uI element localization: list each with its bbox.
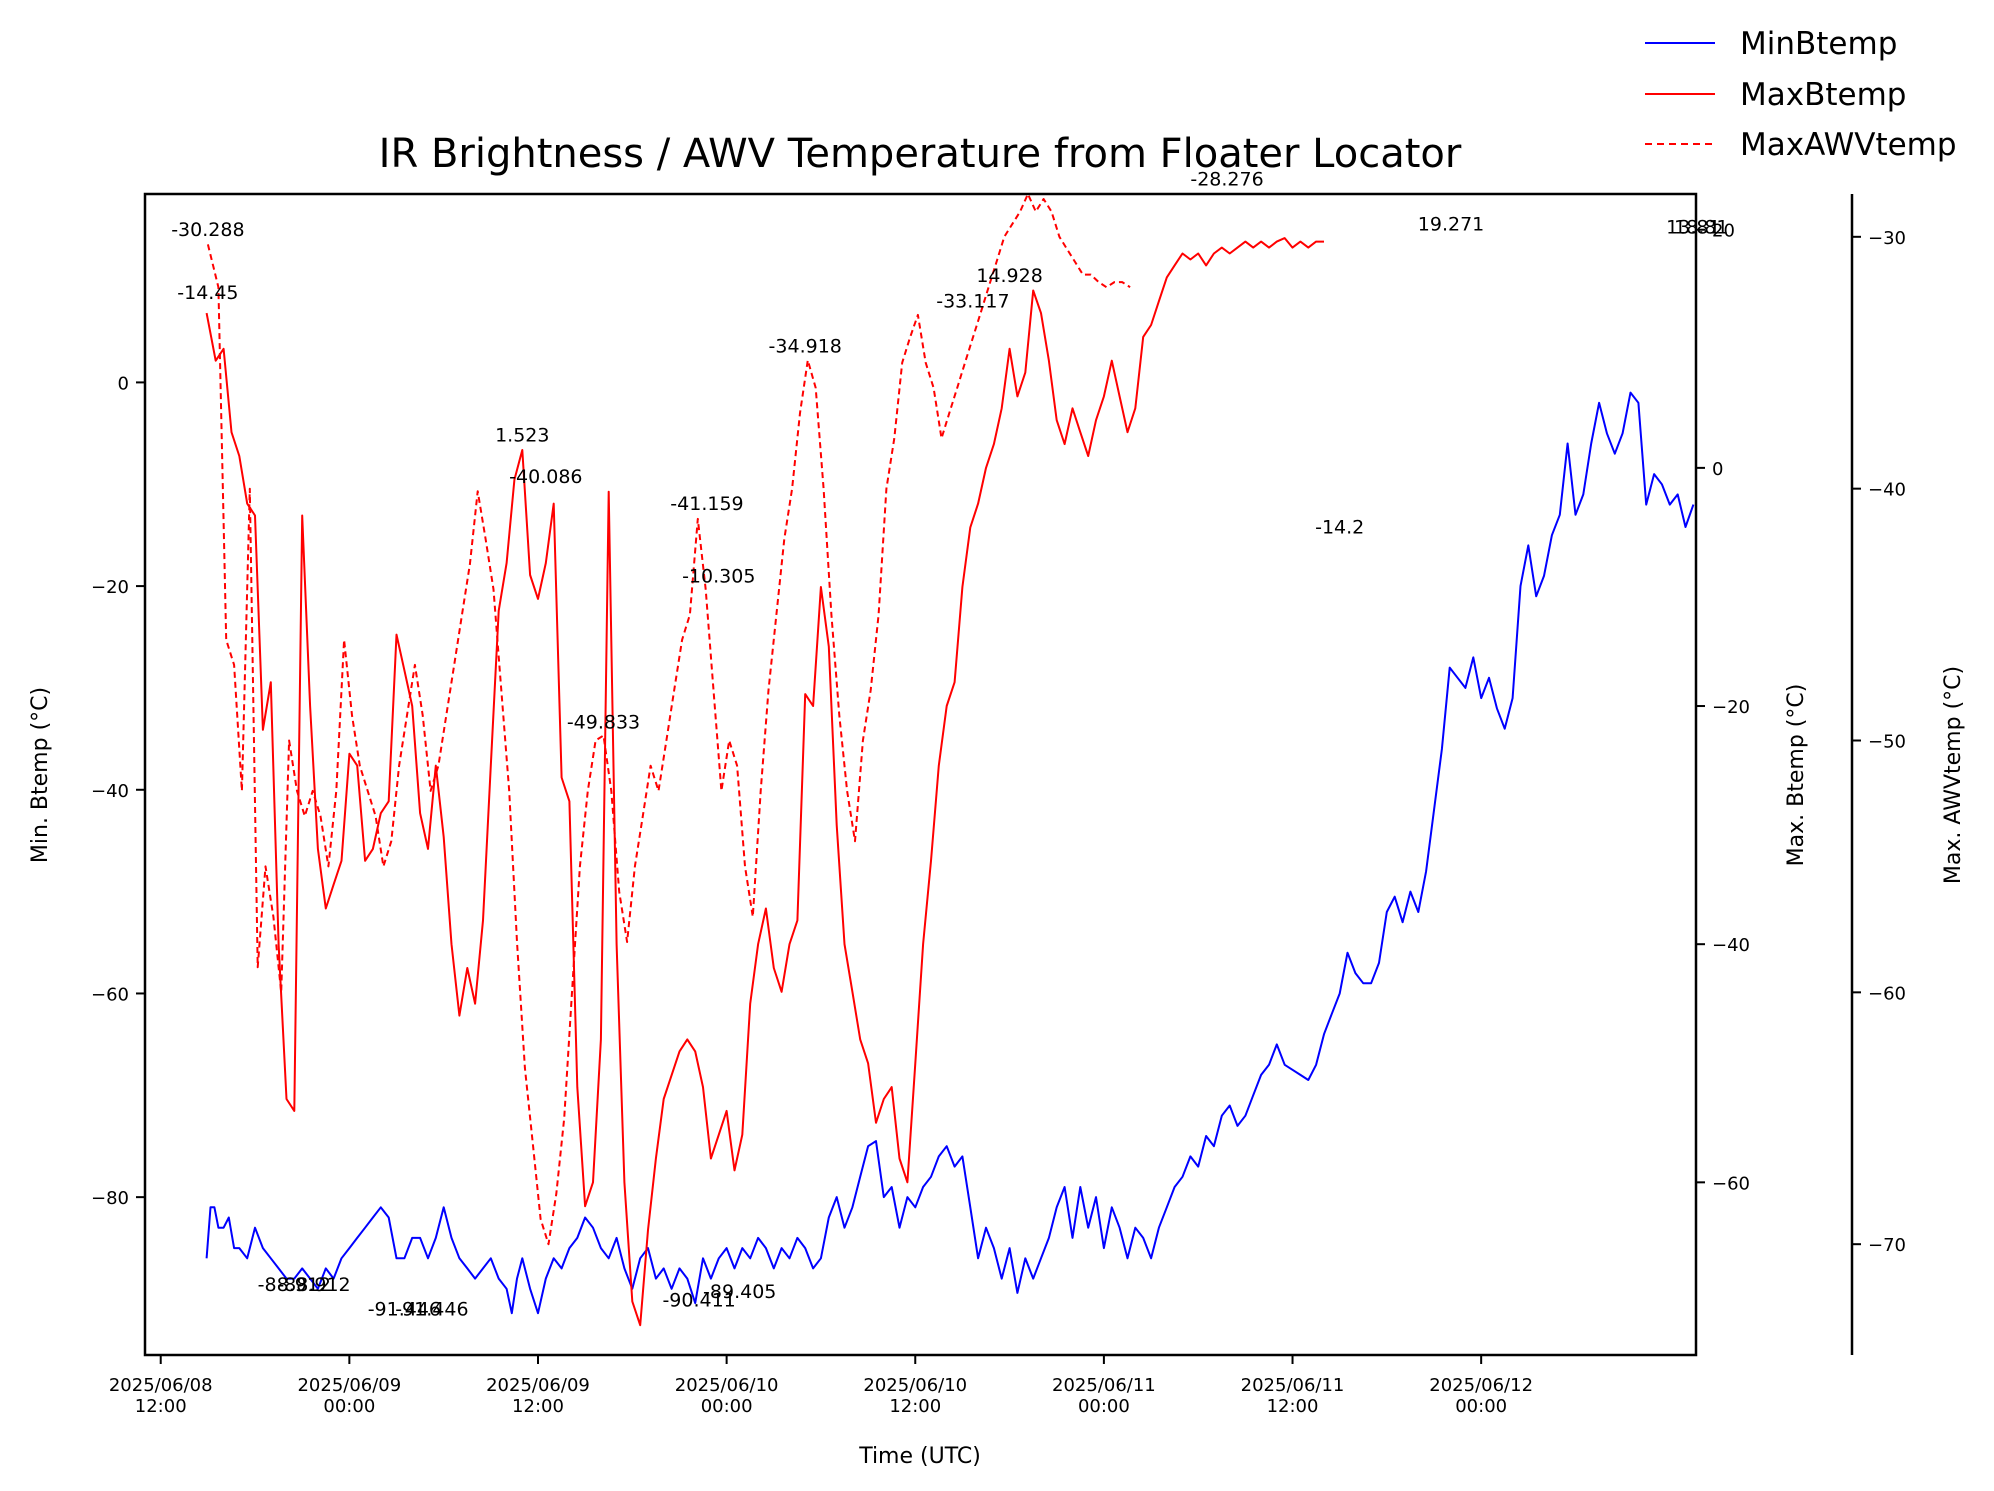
x-tick-label: 2025/06/09 xyxy=(486,1375,590,1396)
data-label: -91.446 xyxy=(395,1298,468,1320)
data-label: -30.288 xyxy=(171,219,244,241)
x-tick-label: 2025/06/11 xyxy=(1241,1375,1345,1396)
x-tick-label: 00:00 xyxy=(1078,1396,1130,1417)
x-tick-label: 2025/06/10 xyxy=(675,1375,779,1396)
right-tick-label: −60 xyxy=(1712,1173,1750,1194)
x-tick-label: 12:00 xyxy=(1267,1396,1319,1417)
data-label: 13.81 xyxy=(1666,217,1720,239)
x-tick-label: 2025/06/11 xyxy=(1052,1375,1156,1396)
left-tick-label: −40 xyxy=(91,781,129,802)
left-tick-label: 0 xyxy=(118,373,129,394)
data-label: -40.086 xyxy=(509,466,582,488)
outer-tick-label: −30 xyxy=(1868,228,1906,249)
data-label: -91.446 xyxy=(368,1298,441,1320)
data-label: -41.159 xyxy=(670,493,743,515)
data-label: -28.276 xyxy=(1190,168,1263,190)
series-layer xyxy=(205,193,1695,1327)
left-axis-label: Min. Btemp (°C) xyxy=(28,687,53,863)
data-label: -14.2 xyxy=(1315,516,1364,538)
data-label: -49.833 xyxy=(567,711,640,733)
x-tick-label: 12:00 xyxy=(512,1396,564,1417)
data-label: 18.81 xyxy=(1674,217,1728,239)
outer-axis-ticks: −30 −40 −50 −60 −70 xyxy=(1852,228,1906,1256)
plot-frame xyxy=(143,192,1698,1357)
right-tick-label: −40 xyxy=(1712,935,1750,956)
x-tick-label: 12:00 xyxy=(135,1396,187,1417)
outer-tick-label: −70 xyxy=(1868,1235,1906,1256)
data-label: -33.117 xyxy=(936,290,1009,312)
annotation-layer: -30.288 -14.45 -88.912-88.912 -91.446-91.44… xyxy=(171,168,1728,1320)
data-label: 19.271 xyxy=(1418,213,1484,235)
legend-label-minbtemp: MinBtemp xyxy=(1740,26,1897,62)
x-tick-label: 12:00 xyxy=(889,1396,941,1417)
data-label: -34.918 xyxy=(769,336,842,358)
legend: MinBtemp MaxBtemp MaxAWVtemp xyxy=(1645,26,1957,163)
data-label: -14.45 xyxy=(177,282,238,304)
x-tick-label: 00:00 xyxy=(323,1396,375,1417)
right-axis-label: Max. Btemp (°C) xyxy=(1784,684,1809,867)
data-label: -88.912 xyxy=(277,1274,350,1296)
right-axis-ticks: 20 0 −20 −40 −60 xyxy=(1696,221,1750,1194)
outer-tick-label: −50 xyxy=(1868,732,1906,753)
x-tick-label: 00:00 xyxy=(1455,1396,1507,1417)
legend-label-maxawvtemp: MaxAWVtemp xyxy=(1740,127,1957,163)
left-tick-label: −60 xyxy=(91,984,129,1005)
x-tick-label: 00:00 xyxy=(701,1396,753,1417)
x-tick-label: 2025/06/08 xyxy=(109,1375,213,1396)
x-axis-ticks: 2025/06/0812:002025/06/0900:002025/06/09… xyxy=(109,1355,1533,1417)
series-line-minbtemp xyxy=(205,391,1695,1315)
left-tick-label: −80 xyxy=(91,1188,129,1209)
x-tick-label: 2025/06/09 xyxy=(297,1375,401,1396)
data-label: -89.405 xyxy=(703,1281,776,1303)
data-label: 14.928 xyxy=(976,265,1042,287)
chart-title: IR Brightness / AWV Temperature from Flo… xyxy=(379,131,1462,177)
series-line-maxbtemp xyxy=(205,237,1324,1327)
x-tick-label: 2025/06/10 xyxy=(863,1375,967,1396)
data-label: 1.523 xyxy=(495,425,549,447)
data-label: -88.912 xyxy=(258,1274,331,1296)
right-tick-label: 20 xyxy=(1712,221,1735,242)
data-label: -90.411 xyxy=(662,1289,735,1311)
x-tick-label: 2025/06/12 xyxy=(1429,1375,1533,1396)
right-tick-label: 0 xyxy=(1712,459,1723,480)
data-label: -10.305 xyxy=(682,566,755,588)
series-line-maxawvtemp xyxy=(206,193,1131,1246)
legend-label-maxbtemp: MaxBtemp xyxy=(1740,77,1906,113)
right-tick-label: −20 xyxy=(1712,697,1750,718)
left-axis-ticks: 0 −20 −40 −60 −80 xyxy=(91,373,145,1209)
outer-axis-label: Max. AWVtemp (°C) xyxy=(1941,666,1966,884)
outer-tick-label: −60 xyxy=(1868,983,1906,1004)
x-axis-label: Time (UTC) xyxy=(858,1444,981,1469)
left-tick-label: −20 xyxy=(91,577,129,598)
outer-tick-label: −40 xyxy=(1868,480,1906,501)
